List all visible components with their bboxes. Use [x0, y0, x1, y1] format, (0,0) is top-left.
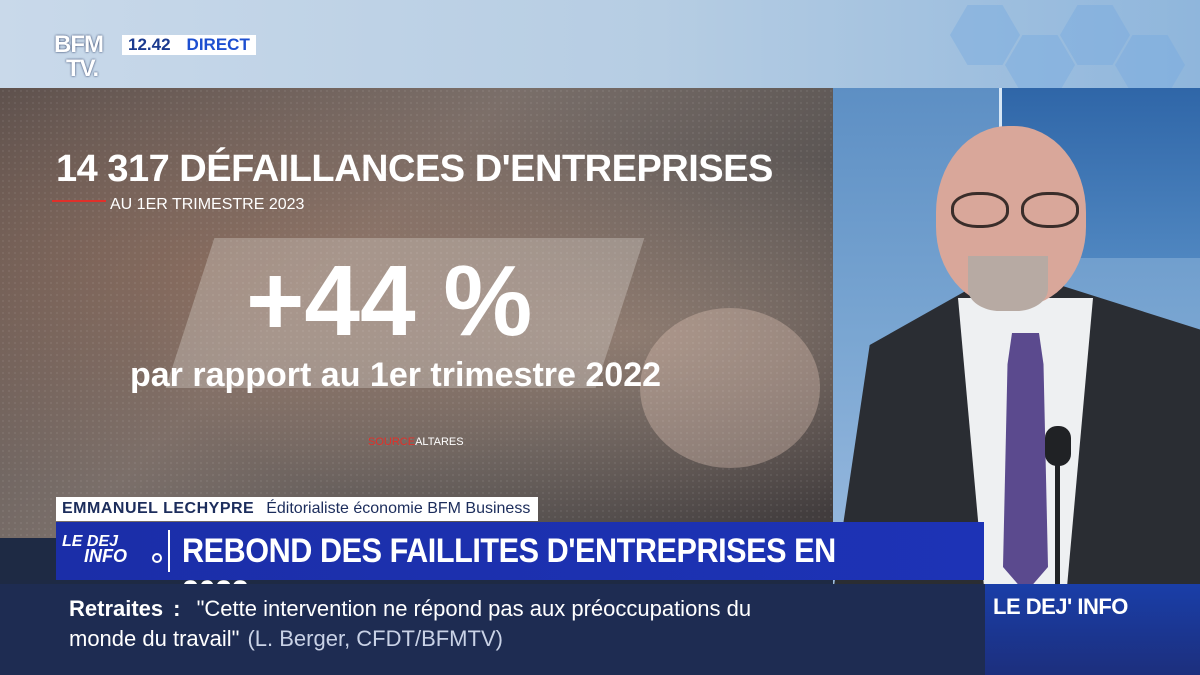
red-accent-line — [52, 200, 106, 202]
ticker-quote-2: monde du travail" — [69, 626, 240, 651]
source-name: ALTARES — [415, 436, 464, 448]
hexagon-decoration — [1005, 35, 1075, 95]
hexagon-decoration — [1060, 5, 1130, 65]
speaker-name: EMMANUEL LECHYPRE — [62, 500, 255, 517]
infographic-panel: 14 317 DÉFAILLANCES D'ENTREPRISES AU 1ER… — [0, 88, 833, 538]
logo-line-1: BFM — [54, 31, 104, 58]
hexagon-decoration — [1115, 35, 1185, 95]
ticker-line-2: monde du travail" (L. Berger, CFDT/BFMTV) — [69, 626, 503, 652]
headline-banner: LE DEJ INFO REBOND DES FAILLITES D'ENTRE… — [56, 522, 984, 612]
glasses-icon — [951, 192, 1081, 228]
infographic-subheadline: AU 1ER TRIMESTRE 2023 — [110, 196, 305, 213]
show-logo: LE DEJ INFO — [62, 533, 162, 569]
ticker-topic: Retraites — [69, 596, 164, 621]
show-logo-line-2: INFO — [84, 546, 127, 566]
infographic-headline: 14 317 DÉFAILLANCES D'ENTREPRISES — [56, 148, 773, 190]
source-credit: SOURCEALTARES — [368, 436, 464, 448]
ticker-line-1: Retraites: "Cette intervention ne répond… — [69, 596, 751, 622]
ticker-quote-1: "Cette intervention ne répond pas aux pr… — [196, 596, 752, 621]
comparison-text: par rapport au 1er trimestre 2022 — [130, 356, 662, 394]
show-tag-label: LE DEJ' INFO — [993, 594, 1128, 619]
channel-logo: BFM TV. — [54, 33, 116, 83]
hexagon-decoration — [950, 5, 1020, 65]
speaker-title: Éditorialiste économie BFM Business — [266, 500, 531, 517]
presenter-video — [833, 88, 1200, 584]
source-label: SOURCE — [368, 436, 416, 448]
show-logo-line-1: LE DEJ — [62, 533, 119, 550]
background-hand — [640, 308, 820, 468]
ticker-attribution: (L. Berger, CFDT/BFMTV) — [247, 626, 503, 651]
big-percentage: +44 % — [246, 245, 533, 357]
circle-icon — [152, 553, 162, 563]
ticker-separator: : — [173, 596, 181, 621]
show-tag: LE DEJ' INFO — [985, 584, 1200, 675]
presenter-beard — [968, 256, 1048, 311]
direct-label: DIRECT — [186, 35, 250, 54]
speaker-namebar: EMMANUEL LECHYPRE Éditorialiste économie… — [56, 497, 539, 521]
top-bar: BFM TV. 12.42 DIRECT — [0, 0, 1200, 95]
banner-divider — [168, 530, 170, 572]
live-indicator: 12.42 DIRECT — [122, 35, 256, 55]
clock-time: 12.42 — [128, 35, 171, 54]
microphone-stand — [1055, 463, 1060, 584]
presenter-tie — [1003, 333, 1048, 584]
news-ticker: Retraites: "Cette intervention ne répond… — [0, 584, 985, 675]
logo-line-2: TV. — [66, 55, 99, 82]
microphone-icon — [1045, 426, 1071, 466]
